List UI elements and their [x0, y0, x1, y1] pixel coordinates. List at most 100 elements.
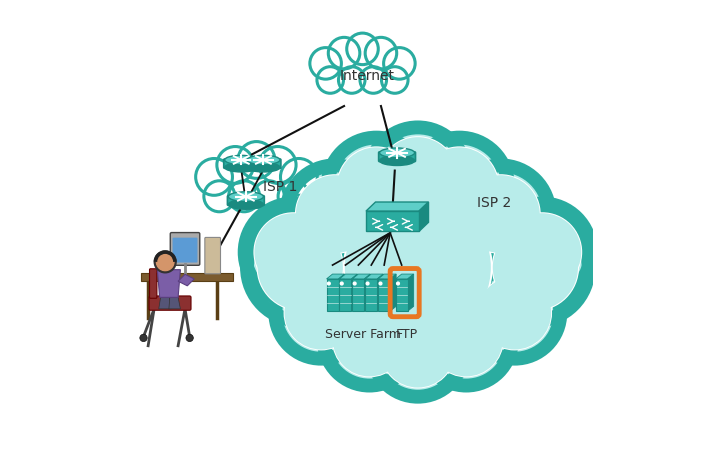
Circle shape	[339, 67, 365, 93]
Circle shape	[260, 147, 296, 183]
FancyBboxPatch shape	[149, 296, 191, 310]
Circle shape	[340, 282, 343, 285]
Polygon shape	[419, 202, 428, 231]
Polygon shape	[396, 274, 414, 279]
Circle shape	[381, 314, 455, 388]
FancyBboxPatch shape	[149, 269, 157, 298]
FancyBboxPatch shape	[224, 159, 259, 168]
Circle shape	[492, 224, 579, 311]
Circle shape	[296, 175, 374, 253]
Circle shape	[341, 53, 384, 95]
Circle shape	[155, 252, 175, 272]
Circle shape	[360, 67, 386, 93]
Circle shape	[317, 67, 344, 93]
Polygon shape	[352, 274, 357, 311]
Circle shape	[428, 302, 504, 378]
Ellipse shape	[380, 156, 415, 165]
Circle shape	[254, 212, 334, 292]
FancyBboxPatch shape	[378, 152, 415, 162]
Circle shape	[238, 142, 275, 178]
Circle shape	[353, 282, 356, 285]
Polygon shape	[178, 274, 194, 286]
Circle shape	[461, 174, 541, 254]
Polygon shape	[396, 279, 407, 311]
Polygon shape	[141, 273, 233, 281]
Polygon shape	[365, 274, 384, 279]
Circle shape	[244, 203, 342, 301]
Circle shape	[384, 47, 415, 79]
Circle shape	[257, 224, 344, 311]
Polygon shape	[339, 274, 344, 311]
Polygon shape	[352, 274, 370, 279]
Circle shape	[196, 159, 233, 195]
Circle shape	[328, 138, 425, 235]
Ellipse shape	[247, 155, 280, 165]
Polygon shape	[169, 297, 181, 309]
FancyBboxPatch shape	[173, 238, 197, 263]
FancyBboxPatch shape	[205, 237, 220, 274]
Circle shape	[332, 302, 407, 378]
FancyBboxPatch shape	[170, 232, 200, 266]
Circle shape	[326, 176, 509, 359]
FancyBboxPatch shape	[246, 159, 281, 168]
Circle shape	[379, 282, 382, 285]
Circle shape	[365, 37, 397, 69]
Circle shape	[482, 214, 589, 321]
Circle shape	[186, 334, 194, 342]
Ellipse shape	[247, 163, 280, 172]
Circle shape	[276, 267, 367, 359]
Circle shape	[379, 137, 457, 215]
Circle shape	[257, 225, 343, 310]
Circle shape	[420, 294, 512, 385]
Ellipse shape	[225, 155, 258, 165]
Circle shape	[336, 147, 416, 226]
Polygon shape	[352, 279, 365, 311]
Text: Internet: Internet	[339, 69, 394, 83]
Circle shape	[247, 214, 354, 321]
Polygon shape	[366, 211, 419, 231]
Circle shape	[469, 267, 560, 359]
Circle shape	[477, 276, 552, 350]
Circle shape	[278, 181, 309, 212]
Circle shape	[281, 159, 318, 195]
Circle shape	[452, 165, 550, 263]
Circle shape	[140, 334, 147, 342]
Polygon shape	[365, 274, 370, 311]
Ellipse shape	[228, 192, 263, 201]
Circle shape	[430, 303, 502, 377]
Circle shape	[253, 181, 284, 212]
Circle shape	[381, 67, 408, 93]
Circle shape	[494, 203, 591, 301]
Polygon shape	[378, 274, 396, 279]
Polygon shape	[157, 270, 181, 297]
Ellipse shape	[228, 200, 263, 209]
FancyBboxPatch shape	[228, 195, 265, 206]
Polygon shape	[326, 274, 344, 279]
Circle shape	[228, 181, 260, 212]
Circle shape	[372, 306, 463, 396]
Polygon shape	[159, 297, 171, 309]
Circle shape	[343, 193, 493, 342]
Circle shape	[337, 148, 415, 225]
Circle shape	[333, 303, 406, 377]
Polygon shape	[407, 274, 414, 311]
Circle shape	[366, 282, 369, 285]
Polygon shape	[390, 274, 396, 311]
Circle shape	[378, 136, 457, 216]
Circle shape	[295, 174, 375, 254]
Text: FTP: FTP	[396, 328, 418, 341]
Circle shape	[381, 313, 455, 389]
Circle shape	[397, 282, 399, 285]
Circle shape	[328, 282, 330, 285]
Circle shape	[345, 195, 491, 340]
Text: Server Farm: Server Farm	[325, 328, 400, 341]
Circle shape	[286, 165, 384, 263]
Circle shape	[232, 165, 281, 213]
Polygon shape	[366, 202, 428, 211]
Circle shape	[217, 147, 254, 183]
Circle shape	[347, 33, 378, 65]
Text: ISP 2: ISP 2	[477, 196, 511, 210]
Polygon shape	[326, 279, 339, 311]
Circle shape	[493, 225, 578, 310]
Polygon shape	[365, 279, 377, 311]
